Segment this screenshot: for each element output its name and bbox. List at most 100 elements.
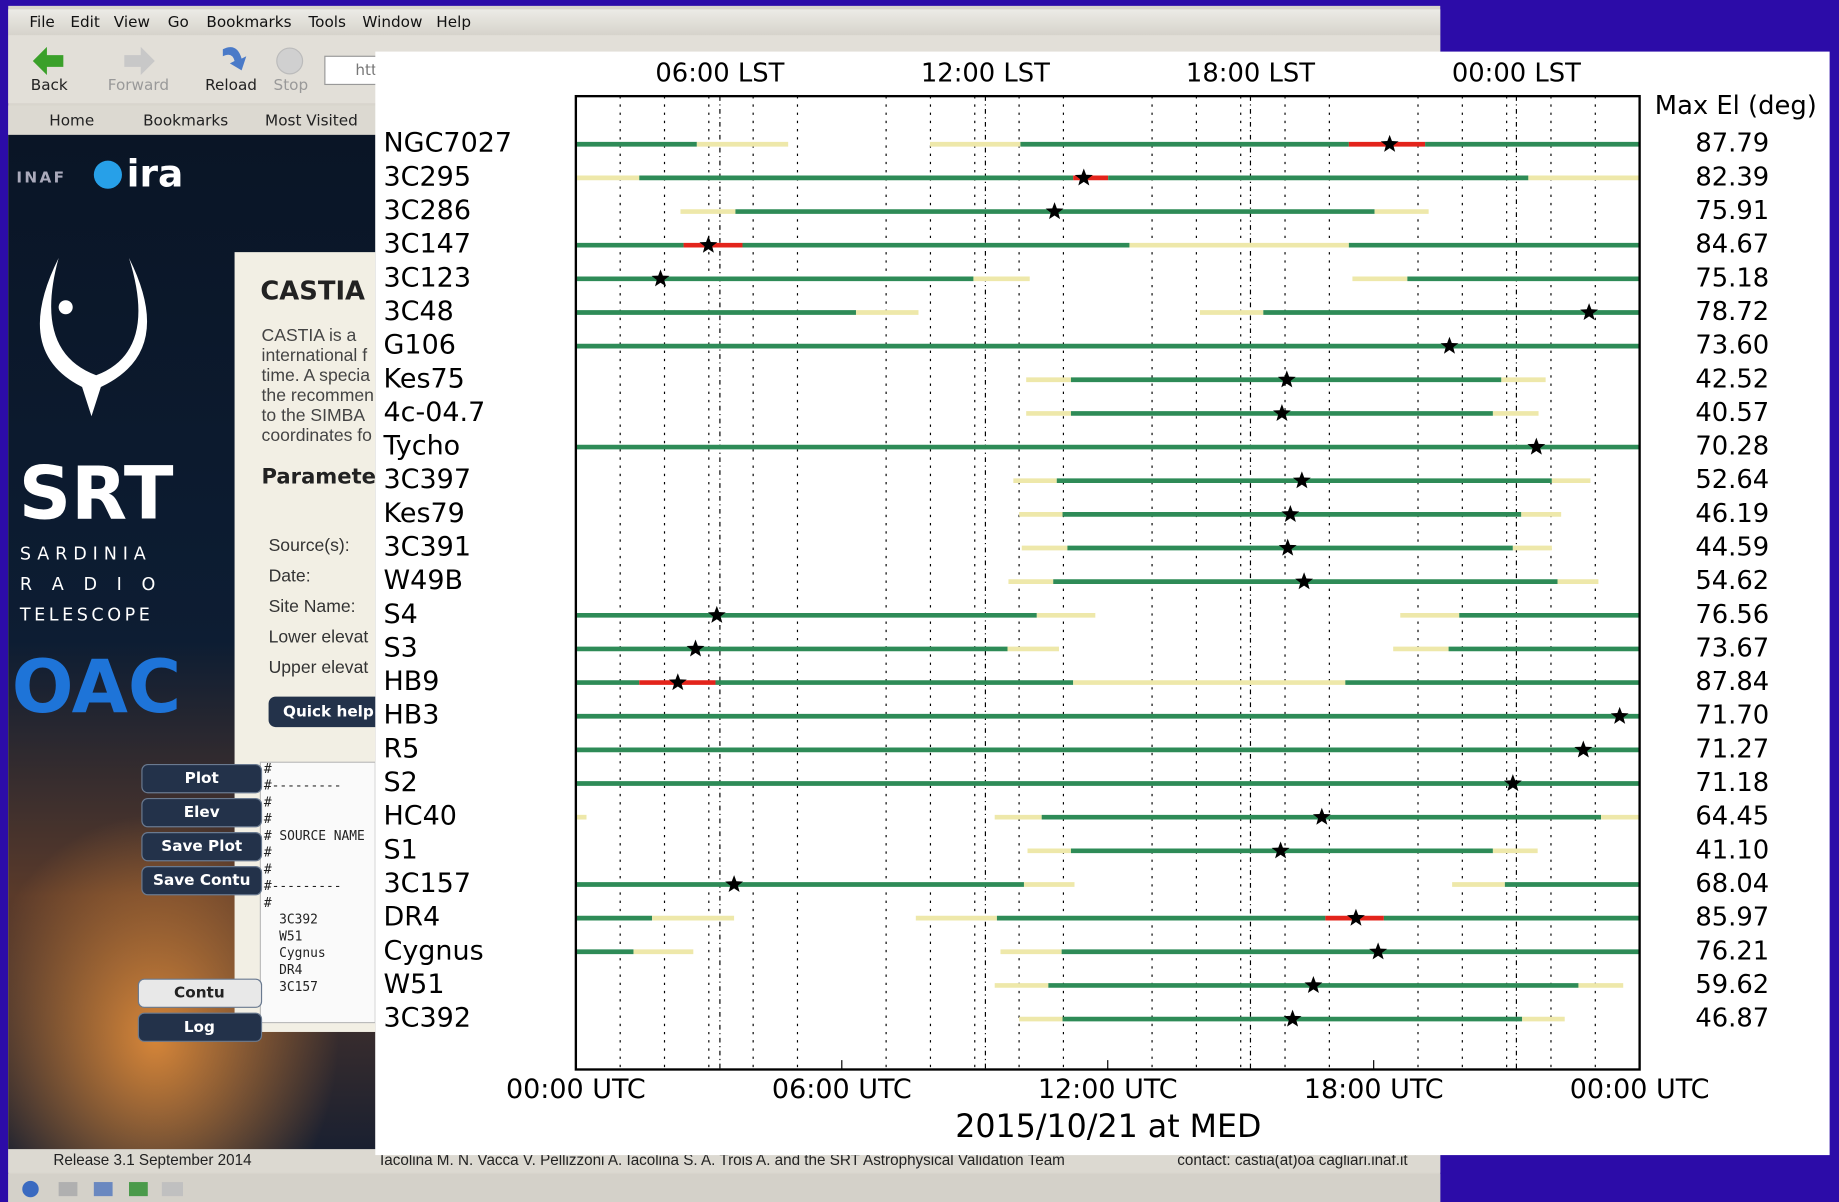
back-icon[interactable] — [32, 46, 64, 76]
button-label[interactable]: Plot — [185, 769, 219, 787]
max-el: 46.19 — [1695, 499, 1769, 529]
field-label: Upper elevat — [269, 657, 369, 677]
source-name: R5 — [384, 733, 420, 764]
transit-star — [1281, 504, 1300, 522]
x-tick-label: 12:00 UTC — [1038, 1074, 1178, 1105]
transit-star — [707, 605, 726, 623]
source-name: W49B — [384, 565, 463, 596]
transit-star — [1277, 370, 1296, 388]
field-label: Source(s): — [269, 535, 350, 555]
max-el: 71.18 — [1695, 768, 1769, 798]
sidebar-button[interactable] — [141, 832, 263, 862]
stop-label: Stop — [274, 76, 309, 94]
srt-subtitle: SARDINIA — [20, 545, 152, 565]
top-tick-label: 00:00 LST — [1452, 58, 1581, 88]
max-el: 41.10 — [1695, 835, 1769, 865]
source-name: 3C397 — [384, 464, 471, 495]
menu-item[interactable]: Bookmarks — [206, 13, 291, 31]
menu-item[interactable]: Help — [436, 13, 471, 31]
source-name: 3C123 — [384, 262, 471, 293]
max-el: 82.39 — [1695, 162, 1769, 192]
panel-text: CASTIA is a — [262, 325, 357, 345]
sidebar-button[interactable] — [137, 978, 263, 1008]
srt-subtitle: TELESCOPE — [19, 606, 153, 626]
transit-star — [1273, 404, 1291, 422]
chart: 06:00 LST 12:00 LST 18:00 LST 00:00 LST 00:0… — [383, 58, 1770, 1105]
forward-label: Forward — [108, 76, 169, 94]
menu-bar — [8, 9, 1441, 36]
source-name: Tycho — [383, 431, 461, 462]
bookmark[interactable]: Home — [49, 111, 94, 129]
forward-icon — [124, 46, 155, 76]
transit-star — [1369, 942, 1388, 960]
task-icon — [129, 1182, 148, 1197]
button-label[interactable]: Elev — [184, 803, 220, 821]
transit-star — [1304, 976, 1323, 994]
emblem-star — [58, 300, 73, 315]
transit-star — [1295, 572, 1314, 590]
menu-item[interactable]: View — [114, 13, 150, 31]
transit-star — [1527, 437, 1546, 455]
source-name: 3C48 — [384, 296, 454, 327]
source-name: HC40 — [384, 801, 457, 832]
menu-item[interactable]: Go — [168, 13, 189, 31]
bookmark[interactable]: Bookmarks — [143, 111, 228, 129]
console-line: Cygnus — [279, 946, 326, 961]
field-label: Lower elevat — [269, 627, 369, 647]
max-el: 68.04 — [1695, 869, 1769, 899]
menu-item[interactable]: Edit — [70, 13, 100, 31]
sidebar-button[interactable] — [141, 798, 263, 828]
button-label[interactable]: Log — [184, 1018, 215, 1036]
max-el: 85.97 — [1695, 903, 1769, 933]
sidebar-button[interactable] — [137, 1012, 263, 1042]
x-tick-label: 06:00 UTC — [772, 1074, 912, 1105]
source-name: 3C147 — [384, 229, 471, 260]
max-el: 73.67 — [1695, 633, 1769, 663]
console-line: #--------- — [264, 879, 342, 894]
transit-star — [1074, 168, 1093, 186]
source-name: S4 — [384, 599, 418, 630]
menu-item[interactable]: Window — [362, 13, 422, 31]
console-lines: ##---------### SOURCE NAME###---------#3… — [264, 762, 365, 995]
source-name: 4c-04.7 — [384, 397, 486, 428]
panel-text: time. A specia — [262, 365, 371, 385]
menu-item[interactable]: File — [29, 13, 55, 31]
help-label[interactable]: Quick help — [283, 702, 374, 720]
source-name: S2 — [384, 767, 418, 798]
url-text[interactable]: htt — [355, 61, 377, 79]
max-el: 87.84 — [1695, 667, 1769, 697]
help-button[interactable] — [268, 696, 386, 728]
source-name: Kes75 — [384, 363, 465, 394]
button-label[interactable]: Contu — [174, 984, 225, 1002]
top-tick-label: 12:00 LST — [921, 58, 1050, 88]
max-el: 64.45 — [1695, 802, 1769, 832]
bookmark[interactable]: Most Visited — [265, 111, 358, 129]
source-name: S3 — [384, 632, 418, 663]
reload-label[interactable]: Reload — [205, 76, 257, 94]
top-tick-label: 18:00 LST — [1186, 58, 1315, 88]
source-name: 3C295 — [384, 161, 471, 192]
transit-star — [1045, 202, 1064, 220]
max-el: 84.67 — [1695, 230, 1769, 260]
sidebar-button[interactable] — [141, 866, 263, 896]
menu-item[interactable]: Tools — [307, 13, 346, 31]
button-label[interactable]: Save Contu — [153, 871, 250, 889]
console-line: # — [264, 896, 272, 911]
back-label[interactable]: Back — [31, 76, 68, 94]
task-icon — [58, 1182, 78, 1197]
transit-star — [725, 875, 744, 893]
transit-star — [1271, 841, 1290, 859]
source-name: W51 — [384, 969, 445, 1000]
oac-logo: OAC — [12, 646, 181, 730]
transit-star — [1292, 471, 1311, 489]
button-label[interactable]: Save Plot — [161, 837, 242, 855]
transit-star — [1278, 538, 1297, 556]
field-label: Site Name: — [269, 596, 356, 616]
right-title: Max El (deg) — [1655, 91, 1817, 121]
contact: contact: castia(at)oa cagliari.inaf.it — [1177, 1152, 1408, 1169]
max-el: 71.27 — [1695, 734, 1769, 764]
reload-icon[interactable] — [222, 47, 247, 71]
source-name: NGC7027 — [384, 128, 513, 159]
sidebar-button[interactable] — [141, 764, 263, 794]
